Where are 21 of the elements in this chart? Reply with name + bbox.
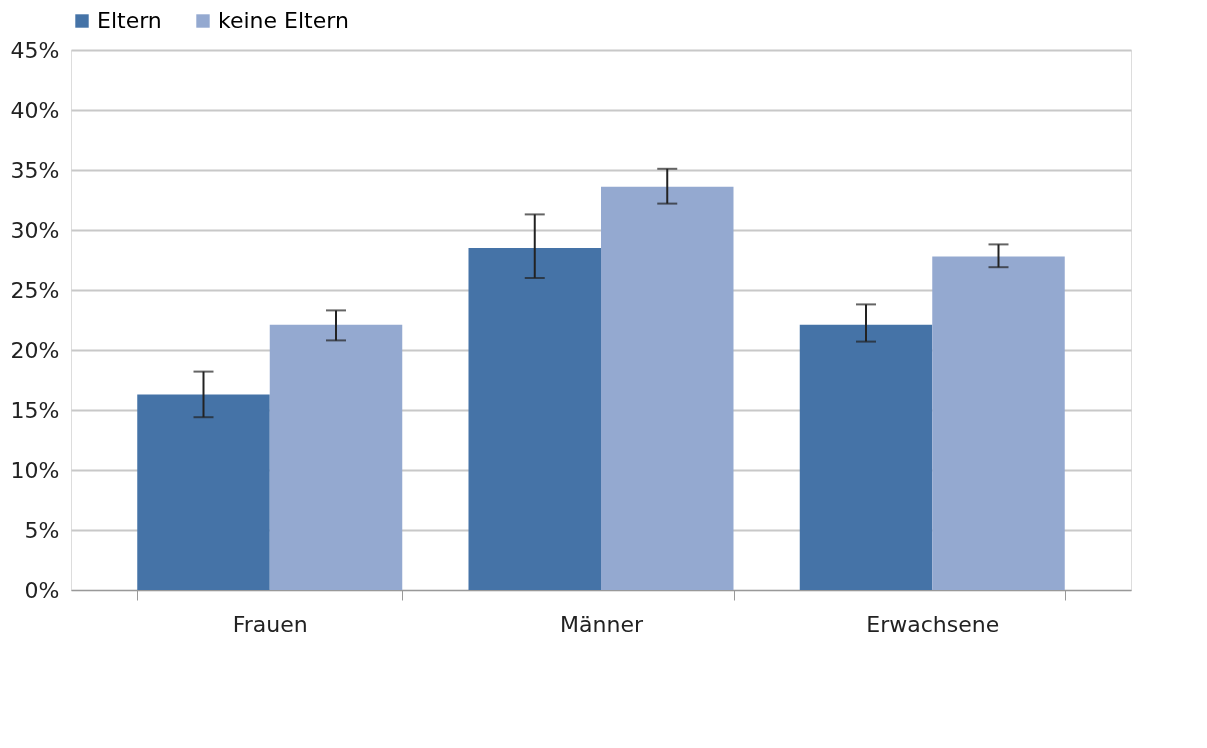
y-tick-label: 25% — [10, 277, 60, 303]
y-tick-label: 10% — [10, 457, 60, 483]
x-tick-label: Erwachsene — [866, 611, 1000, 637]
x-tick-label: Frauen — [232, 611, 308, 637]
bar — [932, 256, 1065, 590]
y-tick-label: 30% — [10, 217, 60, 243]
y-tick-label: 0% — [24, 577, 60, 603]
y-tick-label: 40% — [10, 97, 60, 123]
bar — [269, 324, 403, 590]
y-tick-label: 35% — [10, 157, 60, 183]
y-tick-label: 45% — [10, 37, 60, 63]
y-tick-label: 15% — [10, 397, 60, 423]
y-tick-label: 5% — [24, 517, 60, 543]
legend-label: Eltern — [97, 8, 162, 33]
bar — [601, 186, 734, 590]
bar — [468, 248, 601, 590]
legend-label: keine Eltern — [218, 8, 349, 33]
bar — [799, 324, 933, 590]
bar — [137, 394, 270, 590]
x-tick-label: Männer — [560, 611, 644, 637]
y-tick-label: 20% — [10, 337, 60, 363]
